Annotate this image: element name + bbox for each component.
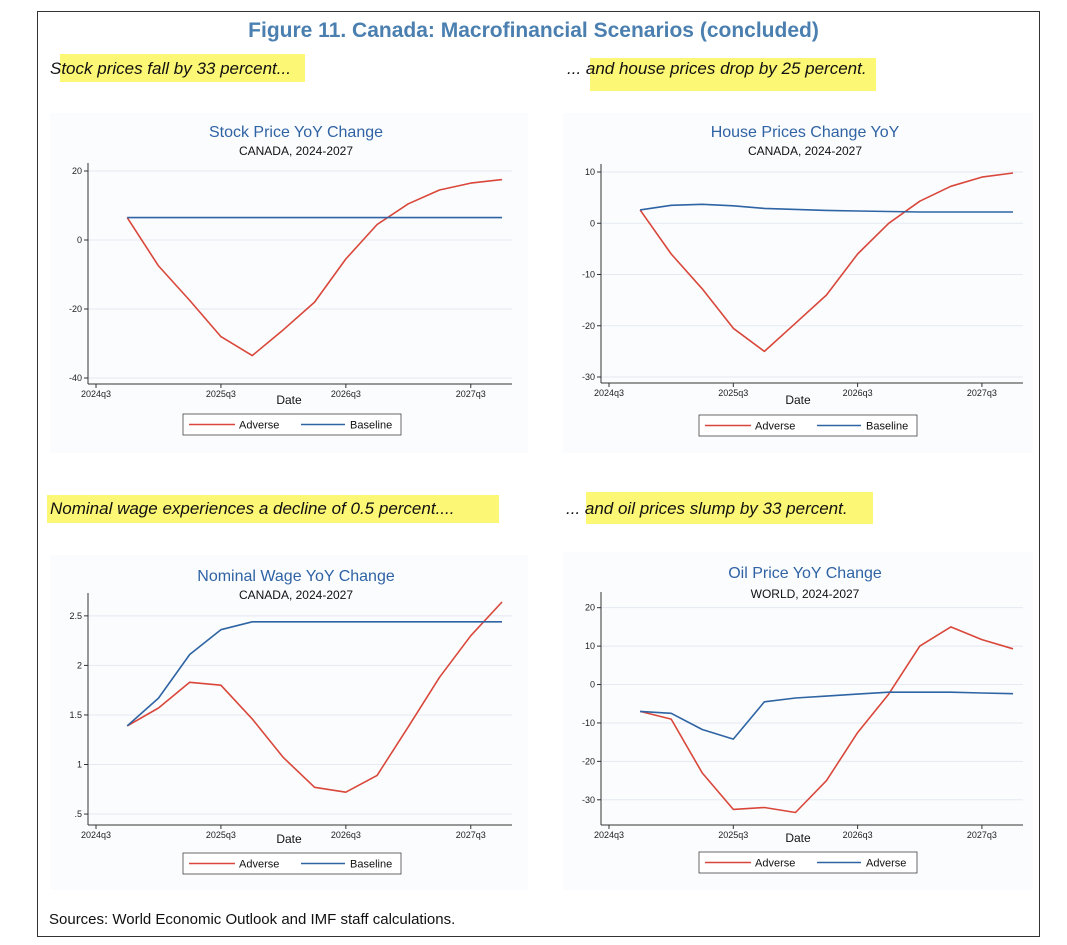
chart-subtitle: WORLD, 2024-2027	[751, 587, 860, 601]
caption-oil: ... and oil prices slump by 33 percent.	[566, 499, 848, 518]
sources-note: Sources: World Economic Outlook and IMF …	[49, 911, 456, 928]
x-tick-label: 2026q3	[331, 389, 361, 399]
y-tick-label: 0	[590, 218, 595, 228]
y-tick-label: -10	[582, 718, 595, 728]
chart-oil-price: Oil Price YoY Change WORLD, 2024-2027 -30 -…	[582, 565, 1023, 874]
chart-panel-wage: Nominal Wage YoY Change CANADA, 2024-2027…	[50, 555, 528, 890]
caption-house: ... and house prices drop by 25 percent.	[567, 59, 867, 78]
x-tick-label: 2026q3	[331, 830, 361, 840]
y-tick-label: 0	[77, 235, 82, 245]
x-tick-label: 2025q3	[718, 388, 748, 398]
chart-panel-house: House Prices Change YoY CANADA, 2024-2027…	[563, 113, 1033, 453]
y-tick-label: -10	[582, 270, 595, 280]
caption-highlight-2	[590, 58, 876, 91]
x-tick-label: 2027q3	[967, 388, 997, 398]
chart-title: House Prices Change YoY	[711, 124, 900, 141]
series-line-baseline	[639, 203, 1013, 213]
legend-label-baseline: Baseline	[866, 421, 908, 433]
chart-nominal-wage: Nominal Wage YoY Change CANADA, 2024-2027…	[69, 568, 512, 875]
x-tick-label: 2027q3	[967, 830, 997, 840]
x-tick-label: 2026q3	[843, 388, 873, 398]
x-tick-label: 2024q3	[594, 830, 624, 840]
y-tick-label: 20	[72, 166, 82, 176]
series-line-adverse	[126, 601, 503, 793]
x-tick-label: 2025q3	[718, 830, 748, 840]
y-tick-label: -20	[582, 756, 595, 766]
legend-label-baseline: Baseline	[350, 859, 392, 871]
caption-stock: Stock prices fall by 33 percent...	[50, 59, 291, 78]
chart-subtitle: CANADA, 2024-2027	[748, 144, 862, 158]
caption-highlight-4	[586, 492, 873, 524]
series-line-baseline	[640, 691, 1014, 740]
series-line-adverse	[126, 178, 503, 357]
y-tick-label: 2	[77, 660, 82, 670]
y-tick-label: 1	[77, 760, 82, 770]
y-tick-label: 20	[585, 603, 595, 613]
legend-label-adverse: Adverse	[239, 859, 279, 871]
caption-highlight-3	[47, 495, 499, 523]
x-tick-label: 2024q3	[81, 830, 111, 840]
x-tick-label: 2027q3	[456, 389, 486, 399]
chart-house-prices: House Prices Change YoY CANADA, 2024-2027…	[582, 124, 1023, 437]
figure-frame	[37, 11, 1040, 937]
chart-panel-oil: Oil Price YoY Change WORLD, 2024-2027 -30 -…	[563, 552, 1033, 890]
x-tick-label: 2027q3	[456, 830, 486, 840]
chart-stock-price: Stock Price YoY Change CANADA, 2024-2027 -…	[69, 124, 512, 436]
x-axis-label: Date	[785, 393, 811, 407]
series-line-adverse	[639, 172, 1014, 353]
y-tick-label: -30	[582, 372, 595, 382]
legend-box	[698, 851, 918, 874]
y-tick-label: -40	[69, 373, 82, 383]
x-axis-label: Date	[276, 393, 302, 407]
caption-wage: Nominal wage experiences a decline of 0.…	[50, 499, 455, 518]
y-tick-label: .5	[74, 809, 82, 819]
y-tick-label: -30	[582, 795, 595, 805]
legend-label-baseline: Adverse	[866, 858, 906, 870]
legend-label-baseline: Baseline	[350, 420, 392, 432]
series-line-adverse	[639, 626, 1014, 814]
caption-highlight-1	[60, 54, 305, 82]
legend-box	[182, 852, 402, 875]
y-tick-label: 0	[590, 680, 595, 690]
chart-title: Oil Price YoY Change	[728, 565, 882, 582]
chart-panel-stock: Stock Price YoY Change CANADA, 2024-2027 -…	[50, 113, 528, 453]
chart-subtitle: CANADA, 2024-2027	[239, 588, 353, 602]
y-tick-label: 2.5	[69, 611, 82, 621]
x-tick-label: 2024q3	[594, 388, 624, 398]
chart-title: Stock Price YoY Change	[209, 124, 383, 141]
y-tick-label: 1.5	[69, 710, 82, 720]
y-tick-label: 10	[585, 641, 595, 651]
legend-label-adverse: Adverse	[755, 421, 795, 433]
x-axis-label: Date	[276, 832, 302, 846]
legend-box	[182, 413, 402, 436]
legend-label-adverse: Adverse	[239, 420, 279, 432]
legend-label-adverse: Adverse	[755, 858, 795, 870]
figure-title: Figure 11. Canada: Macrofinancial Scenar…	[248, 19, 819, 42]
y-tick-label: -20	[69, 304, 82, 314]
x-tick-label: 2025q3	[206, 830, 236, 840]
y-tick-label: 10	[585, 167, 595, 177]
chart-subtitle: CANADA, 2024-2027	[239, 144, 353, 158]
x-tick-label: 2024q3	[81, 389, 111, 399]
chart-title: Nominal Wage YoY Change	[197, 568, 395, 585]
x-axis-label: Date	[785, 831, 811, 845]
x-tick-label: 2026q3	[843, 830, 873, 840]
y-tick-label: -20	[582, 321, 595, 331]
x-tick-label: 2025q3	[206, 389, 236, 399]
series-line-baseline	[126, 621, 502, 727]
legend-box	[698, 414, 918, 437]
